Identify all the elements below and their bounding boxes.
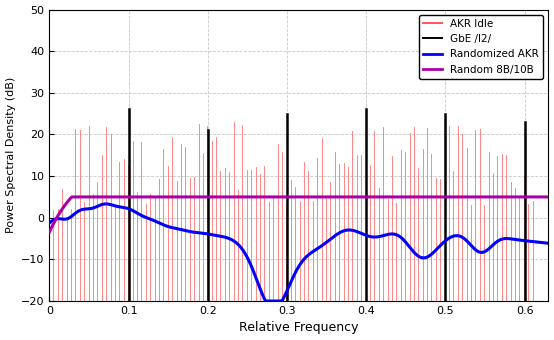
Y-axis label: Power Spectral Density (dB): Power Spectral Density (dB): [6, 77, 16, 234]
Legend: AKR Idle, GbE /I2/, Randomized AKR, Random 8B/10B: AKR Idle, GbE /I2/, Randomized AKR, Rand…: [419, 15, 543, 79]
X-axis label: Relative Frequency: Relative Frequency: [239, 321, 358, 335]
